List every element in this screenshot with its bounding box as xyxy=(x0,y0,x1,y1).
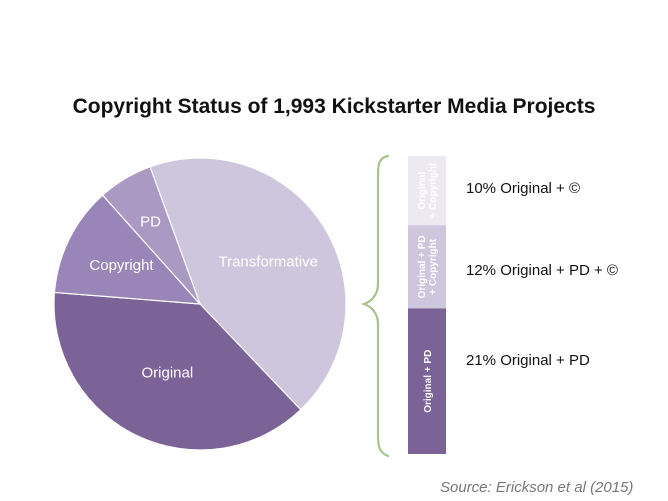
pie-slice-transformative xyxy=(149,157,347,411)
stack-label-original-pd: Original + PD xyxy=(423,350,434,413)
pie-label-transformative: Transformative xyxy=(218,254,317,271)
bar-note-original-pd: 21% Original + PD xyxy=(466,352,590,369)
curly-bracket xyxy=(360,154,390,458)
pie-label-original: Original xyxy=(142,365,194,382)
pie-slice-copyright xyxy=(53,194,202,305)
pie-slice-pd xyxy=(101,166,201,305)
bar-note-original-pd-copyright: 12% Original + PD + © xyxy=(466,262,618,279)
pie-label-copyright: Copyright xyxy=(89,257,154,274)
stack-label-original-pd-copyright: Original + PD+ Copyright xyxy=(417,235,439,298)
stack-segment-original-pd xyxy=(408,308,446,454)
pie-label-pd: PD xyxy=(140,213,161,230)
bar-note-original-copyright: 10% Original + © xyxy=(466,180,581,197)
stack-segment-original-copyright xyxy=(408,156,446,226)
chart-title: Copyright Status of 1,993 Kickstarter Me… xyxy=(72,95,596,118)
pie-slice-original xyxy=(53,291,302,451)
source-caption: Source: Erickson et al (2015) xyxy=(440,479,634,496)
stack-segment-original-pd-copyright xyxy=(408,225,446,309)
stack-label-original-copyright: Original+ Copyright xyxy=(417,162,439,219)
